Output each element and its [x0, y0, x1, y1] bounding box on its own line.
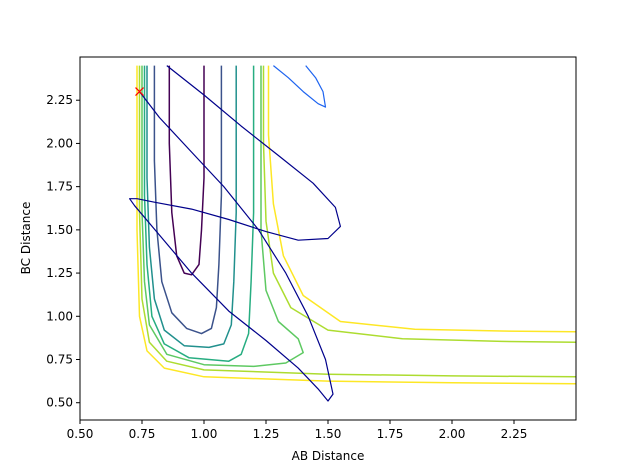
y-tick-label: 1.25: [46, 266, 73, 280]
contour-line-8: [136, 65, 576, 385]
trajectory-line-1: [129, 65, 341, 402]
contour-line-5: [141, 65, 304, 368]
contour-line-9: [267, 65, 576, 333]
marker-layer: [135, 87, 144, 97]
contour-layer: [136, 65, 576, 385]
x-axis-ticks: 0.50 0.75 1.00 1.25 1.50 1.75 2.00 2.25: [67, 420, 528, 441]
contour-line-6: [138, 65, 576, 378]
x-tick-label: 1.00: [191, 427, 218, 441]
x-tick-label: 1.25: [253, 427, 280, 441]
y-tick-label: 2.25: [46, 93, 73, 107]
start-marker: [135, 87, 144, 97]
x-tick-label: 2.00: [439, 427, 466, 441]
contour-line-2: [153, 65, 223, 335]
trajectory-layer: [129, 65, 341, 402]
contour-line-3: [146, 65, 237, 349]
contour-line-7: [262, 65, 576, 343]
x-tick-label: 2.25: [501, 427, 528, 441]
contour-line-1: [168, 65, 205, 276]
trajectory-line-2: [273, 65, 327, 108]
y-tick-label: 0.50: [46, 396, 73, 410]
x-tick-label: 1.50: [315, 427, 342, 441]
x-tick-label: 0.75: [129, 427, 156, 441]
y-axis-label: BC Distance: [19, 202, 33, 275]
x-tick-label: 0.50: [67, 427, 94, 441]
y-tick-label: 1.50: [46, 223, 73, 237]
y-axis-ticks: 0.50 0.75 1.00 1.25 1.50 1.75 2.00 2.25: [46, 93, 80, 410]
y-tick-label: 1.75: [46, 180, 73, 194]
y-tick-label: 1.00: [46, 309, 73, 323]
y-tick-label: 2.00: [46, 136, 73, 150]
y-tick-label: 0.75: [46, 353, 73, 367]
x-tick-label: 1.75: [377, 427, 404, 441]
x-axis-label: AB Distance: [292, 449, 365, 463]
contour-line-4: [143, 65, 255, 362]
